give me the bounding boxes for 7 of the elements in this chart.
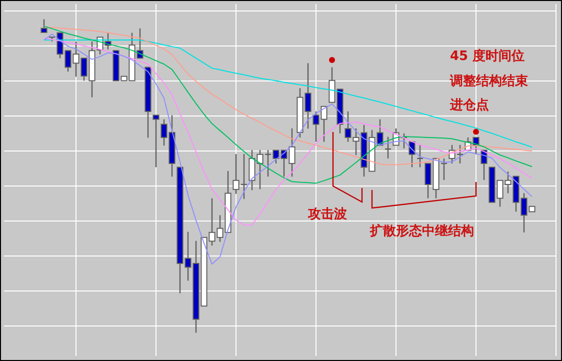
candlestick — [152, 114, 160, 168]
annotation: 进仓点 — [449, 97, 489, 113]
annotation: 攻击波 — [307, 207, 348, 222]
annotation: 45 度时间位 — [450, 48, 525, 64]
annotation: 调整结构结束 — [449, 74, 528, 89]
candlestick — [40, 18, 48, 34]
annotation: 扩散形态中继结构 — [369, 223, 474, 239]
